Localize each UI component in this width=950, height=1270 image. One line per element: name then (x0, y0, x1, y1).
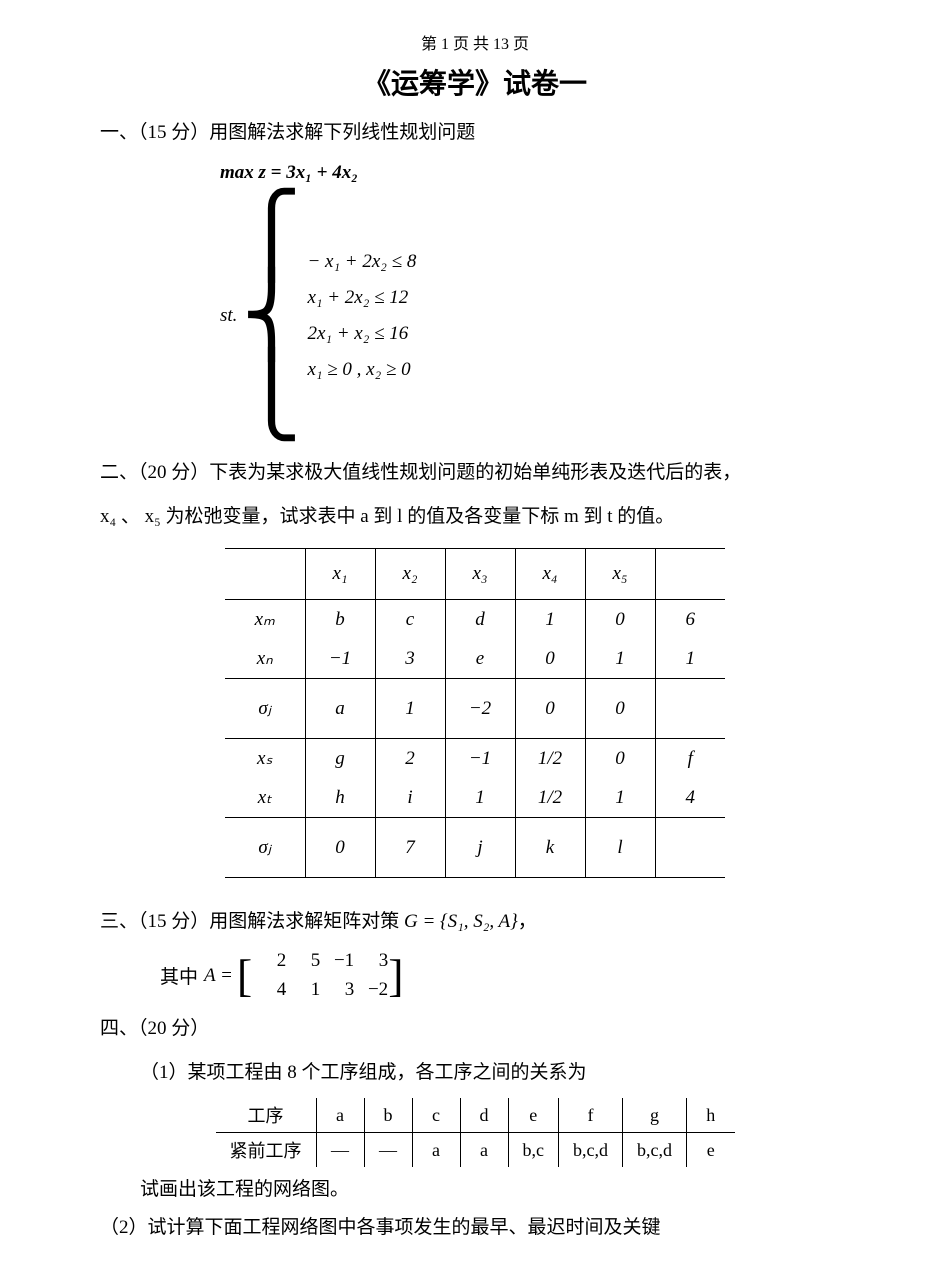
brace-icon: ⎧⎨⎩ (241, 196, 301, 436)
simplex-table: x₁ x₂ x₃ x₄ x₅ xₘ b c d 1 0 6 xₙ −1 3 e … (225, 548, 725, 878)
constraint-2: x₁ + 2x₂ ≤ 12 (307, 280, 416, 316)
subject-to-label: st. (220, 301, 237, 331)
row-xt: xₜ (225, 778, 305, 818)
problem-4-sub2: （2）试计算下面工程网络图中各事项发生的最早、最迟时间及关键 (100, 1209, 850, 1247)
matrix-A: 其中 A = [ 25−13 413−2 ] (160, 947, 850, 1004)
row-xs: xₛ (225, 739, 305, 779)
th-x3: x₃ (445, 549, 515, 600)
page-number: 第 1 页 共 13 页 (100, 30, 850, 54)
th-x1: x₁ (305, 549, 375, 600)
constraint-3: 2x₁ + x₂ ≤ 16 (307, 316, 416, 352)
problem-1-heading: 一、（15 分）用图解法求解下列线性规划问题 (100, 114, 850, 152)
row-sigma2: σⱼ (225, 818, 305, 878)
problem-4-note: 试画出该工程的网络图。 (140, 1171, 850, 1209)
rel-h0: 工序 (216, 1098, 317, 1133)
row-xn: xₙ (225, 639, 305, 679)
row-sigma1: σⱼ (225, 679, 305, 739)
problem-3-heading: 三、（15 分）用图解法求解矩阵对策 G = {S₁, S₂, A}， (100, 903, 850, 941)
problem-4-sub1: （1）某项工程由 8 个工序组成，各工序之间的关系为 (140, 1054, 850, 1092)
row-xm: xₘ (225, 600, 305, 640)
th-x5: x₅ (585, 549, 655, 600)
document-title: 《运筹学》试卷一 (100, 62, 850, 102)
problem-1-math: max z = 3x₁ + 4x₂ st. ⎧⎨⎩ − x₁ + 2x₂ ≤ 8… (220, 158, 850, 436)
constraint-4: x₁ ≥ 0 , x₂ ≥ 0 (307, 352, 416, 388)
rel-r0: 紧前工序 (216, 1133, 317, 1168)
th-rhs (655, 549, 725, 600)
th-blank (225, 549, 305, 600)
relation-table: 工序 a b c d e f g h 紧前工序 — — a a b,c b,c,… (216, 1098, 735, 1167)
constraint-1: − x₁ + 2x₂ ≤ 8 (307, 244, 416, 280)
right-bracket-icon: ] (388, 956, 403, 996)
problem-2-line2: x₄ 、 x₅ 为松弛变量，试求表中 a 到 l 的值及各变量下标 m 到 t … (100, 498, 850, 536)
objective-function: max z = 3x₁ + 4x₂ (220, 158, 850, 188)
left-bracket-icon: [ (237, 956, 252, 996)
th-x2: x₂ (375, 549, 445, 600)
problem-2-line1: 二、（20 分）下表为某求极大值线性规划问题的初始单纯形表及迭代后的表， (100, 454, 850, 492)
th-x4: x₄ (515, 549, 585, 600)
problem-4-heading: 四、（20 分） (100, 1010, 850, 1048)
